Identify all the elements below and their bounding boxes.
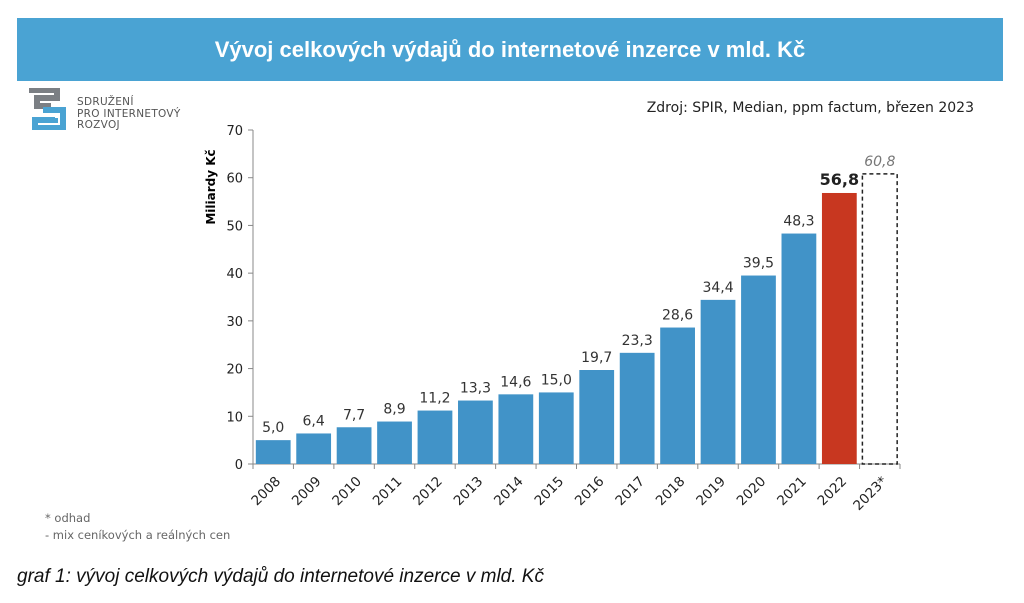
bar [255,440,291,464]
bar [781,233,817,464]
chart-x-ticks: 2008 2009 2010 2011 2012 2013 2014 2015 2016 2017… [248,464,901,514]
y-tick-label: 60 [226,172,243,187]
y-tick-label: 50 [226,219,243,234]
logo-line: ROZVOJ [77,119,120,131]
x-tick-label: 2022 [815,474,851,510]
y-tick-label: 20 [226,363,243,378]
y-tick-label: 0 [235,458,243,473]
title-banner: Vývoj celkových výdajů do internetové in… [17,18,1003,81]
data-label: 15,0 [541,372,572,388]
bar [296,433,332,464]
x-tick-label: 2010 [329,474,365,510]
x-tick-label: 2017 [612,474,648,510]
x-tick-label: 2015 [532,474,568,510]
chart-y-ticks: 0 10 20 30 40 50 60 70 [226,124,253,473]
data-label: 34,4 [702,280,733,296]
chart-title: Vývoj celkových výdajů do internetové in… [214,36,806,62]
bar [538,392,574,464]
spir-logo: SDRUŽENÍ PRO INTERNETOVÝ ROZVOJ [27,88,227,138]
data-label: 8,9 [383,402,405,418]
bar [660,327,695,464]
y-axis-label: Miliardy Kč [204,149,218,224]
bar [458,400,493,464]
x-tick-label: 2014 [491,474,527,510]
bar [417,410,453,464]
bar [579,370,615,464]
bar [377,421,412,464]
data-label: 11,2 [419,391,450,407]
logo-line: PRO INTERNETOVÝ [77,107,181,120]
data-label: 13,3 [460,381,491,397]
x-tick-label: 2023* [850,473,891,514]
logo-text: SDRUŽENÍ PRO INTERNETOVÝ ROZVOJ [77,96,181,132]
data-label: 14,6 [500,374,531,390]
data-label: 48,3 [783,214,814,230]
data-label: 19,7 [581,350,612,366]
chart-bars [255,173,898,465]
logo-line: SDRUŽENÍ [77,96,134,108]
x-tick-label: 2013 [451,474,487,510]
x-tick-label: 2016 [572,474,608,510]
data-label: 39,5 [743,256,774,272]
footnote-prices: - mix ceníkových a reálných cen [45,528,231,542]
x-tick-label: 2008 [248,474,284,510]
y-tick-label: 30 [226,315,243,330]
bar [336,427,372,464]
x-tick-label: 2020 [734,474,770,510]
bar [498,394,534,464]
data-label: 56,8 [820,170,859,189]
figure-caption: graf 1: vývoj celkových výdajů do intern… [17,566,544,587]
x-tick-label: 2012 [410,474,446,510]
data-label: 7,7 [343,407,365,423]
data-label: 60,8 [864,154,895,170]
x-tick-label: 2019 [693,474,729,510]
footnote-estimate: * odhad [45,511,91,525]
source-note: Zdroj: SPIR, Median, ppm factum, březen … [646,100,974,116]
x-tick-label: 2011 [370,474,406,510]
spir-logo-icon [29,88,66,130]
bar [619,352,655,464]
bar-highlight [821,192,857,465]
y-tick-label: 70 [226,124,243,139]
x-tick-label: 2009 [289,474,325,510]
data-label: 6,4 [303,413,325,429]
y-tick-label: 10 [226,410,243,425]
bar-estimate [861,173,898,465]
y-tick-label: 40 [226,267,243,282]
chart-data-labels: 5,0 6,4 7,7 8,9 11,2 13,3 14,6 15,0 19,7 23,3 28,6… [262,154,895,436]
x-tick-label: 2021 [774,474,810,510]
data-label: 5,0 [262,420,284,436]
bar [700,299,736,464]
data-label: 23,3 [622,333,653,349]
bar [741,275,776,464]
x-tick-label: 2018 [653,474,689,510]
data-label: 28,6 [662,308,693,324]
footnotes: * odhad - mix ceníkových a reálných cen [45,510,230,544]
